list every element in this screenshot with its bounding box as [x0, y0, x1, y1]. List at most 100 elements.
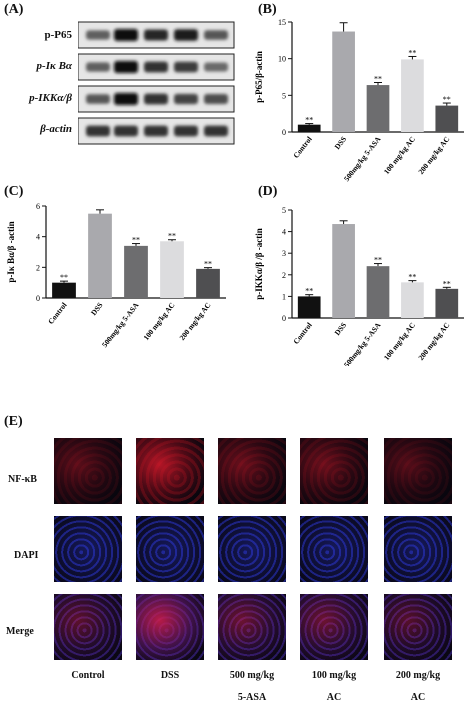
y-tick-label: 6: [36, 202, 40, 211]
y-axis-label: p-IKKα/β /β -actin: [254, 228, 264, 300]
panel-label-d: (D): [258, 184, 278, 199]
bar: [88, 213, 112, 298]
fluor-tile-merge: [218, 594, 286, 660]
fluor-tile-dapi: [54, 516, 122, 582]
blot-band: [86, 62, 110, 72]
fluor-row-label-dapi: DAPI: [14, 550, 39, 561]
fluor-column-label: 500 mg/kg: [229, 670, 275, 681]
y-tick-label: 5: [282, 206, 286, 215]
significance-mark: **: [374, 256, 382, 265]
blot-label-actin: β-actin: [40, 123, 72, 135]
blot-image: [78, 21, 235, 145]
y-tick-label: 15: [278, 18, 286, 27]
fluor-column-label-sub: AC: [410, 692, 426, 703]
blot-band: [144, 93, 168, 105]
fluor-tile-dapi: [300, 516, 368, 582]
blot-band: [86, 94, 110, 104]
fluor-column-label-sub: AC: [326, 692, 342, 703]
y-tick-label: 0: [36, 294, 40, 303]
fluor-column-label: 200 mg/kg: [395, 670, 441, 681]
fluor-tile-dapi: [136, 516, 204, 582]
bar: [435, 288, 459, 318]
fluor-tile-merge: [300, 594, 368, 660]
panel-label-e: (E): [4, 414, 23, 429]
fluor-column-label: Control: [71, 670, 105, 681]
y-tick-label: 3: [282, 249, 286, 258]
fluor-tile-nfkb: [384, 438, 452, 504]
fluor-column-label-sub: 5-ASA: [237, 692, 267, 703]
blot-band: [204, 94, 228, 104]
significance-mark: **: [408, 273, 416, 282]
bar: [196, 268, 220, 298]
bar: [160, 241, 184, 298]
blot-label-p65: p-P65: [44, 29, 73, 41]
fluor-row-label-merge: Merge: [6, 626, 34, 637]
significance-mark: **: [408, 48, 416, 57]
significance-mark: **: [132, 236, 140, 245]
blot-band: [174, 125, 198, 137]
western-blot-panel: p-P65 p-Iκ Bα p-IKKα/β β-actin: [0, 16, 240, 146]
bar: [366, 85, 390, 132]
y-tick-label: 4: [282, 228, 286, 237]
y-tick-label: 2: [282, 271, 286, 280]
y-axis-label: p-Iκ Bα/β -actin: [6, 221, 16, 282]
blot-band: [204, 125, 228, 137]
bar: [401, 59, 424, 132]
fluor-tile-merge: [384, 594, 452, 660]
fluor-tile-dapi: [218, 516, 286, 582]
significance-mark: **: [60, 273, 68, 282]
blot-label-p-ikk: p-IKKα/β: [29, 92, 72, 104]
significance-mark: **: [374, 75, 382, 84]
blot-band: [114, 125, 138, 137]
blot-band: [204, 62, 228, 72]
bar: [52, 282, 76, 298]
fluor-tile-nfkb: [54, 438, 122, 504]
y-axis-label: p-P65/β-actin: [254, 51, 264, 103]
blot-band: [174, 93, 198, 105]
significance-mark: **: [204, 260, 212, 269]
blot-band: [144, 61, 168, 73]
fluor-tile-merge: [136, 594, 204, 660]
significance-mark: **: [305, 116, 313, 125]
blot-band: [86, 30, 110, 40]
bar: [297, 296, 321, 318]
fluor-tile-nfkb: [136, 438, 204, 504]
significance-mark: **: [168, 232, 176, 241]
panel-label-b: (B): [258, 2, 277, 17]
significance-mark: **: [305, 287, 313, 296]
bar: [366, 266, 390, 318]
fluor-tile-dapi: [384, 516, 452, 582]
bar: [435, 105, 459, 132]
blot-band: [174, 29, 198, 41]
blot-label-p-ikba: p-Iκ Bα: [36, 60, 72, 72]
bar: [332, 31, 355, 132]
blot-band: [114, 29, 138, 41]
blot-band: [114, 93, 138, 105]
y-tick-label: 4: [36, 233, 40, 242]
bar: [297, 124, 321, 132]
y-tick-label: 1: [282, 292, 286, 301]
y-tick-label: 2: [36, 263, 40, 272]
y-tick-label: 5: [282, 91, 286, 100]
fluor-tile-nfkb: [218, 438, 286, 504]
fluor-tile-nfkb: [300, 438, 368, 504]
fluor-row-label-nfkb: NF-κB: [8, 474, 37, 485]
significance-mark: **: [443, 279, 451, 288]
significance-mark: **: [443, 95, 451, 104]
blot-band: [86, 125, 110, 137]
bar: [124, 245, 148, 298]
blot-band: [174, 61, 198, 73]
panel-label-a: (A): [4, 2, 24, 17]
panel-label-c: (C): [4, 184, 24, 199]
bar: [332, 224, 355, 318]
y-tick-label: 10: [278, 55, 286, 64]
blot-band: [144, 125, 168, 137]
bar: [401, 282, 424, 318]
y-tick-label: 0: [282, 314, 286, 323]
blot-band: [204, 30, 228, 40]
blot-band: [144, 29, 168, 41]
